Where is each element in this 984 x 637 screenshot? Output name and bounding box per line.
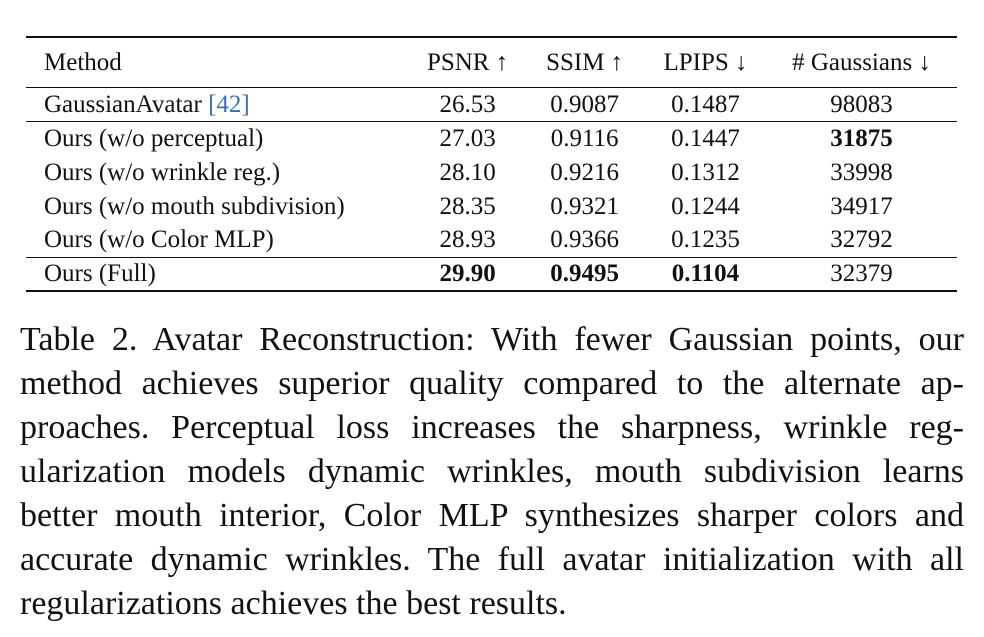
header-gaussians: # Gaussians ↓ — [792, 48, 931, 76]
lpips-cell: 0.1447 — [671, 124, 740, 152]
header-lpips: LPIPS ↓ — [663, 48, 748, 76]
lpips-cell-best: 0.1104 — [671, 260, 740, 288]
psnr-cell: 26.53 — [439, 90, 496, 118]
lpips-cell: 0.1312 — [671, 158, 740, 186]
caption-line: proaches. Perceptual loss increases the … — [20, 409, 964, 446]
method-cell: Ours (w/o mouth subdivision) — [44, 192, 345, 220]
table-row: Ours (w/o mouth subdivision) 28.35 0.932… — [26, 189, 957, 223]
psnr-cell: 28.93 — [439, 226, 496, 254]
psnr-cell: 28.10 — [439, 158, 496, 186]
psnr-cell: 28.35 — [439, 192, 496, 220]
table-row: Ours (w/o perceptual) 27.03 0.9116 0.144… — [26, 121, 957, 155]
ssim-cell-best: 0.9495 — [550, 260, 619, 288]
table-row: GaussianAvatar [42] 26.53 0.9087 0.1487 … — [26, 87, 957, 121]
citation-link[interactable]: [42] — [208, 90, 250, 118]
results-table: Method PSNR ↑ SSIM ↑ LPIPS ↓ # Gaussians… — [26, 36, 957, 292]
caption-line: accurate dynamic wrinkles. The full avat… — [20, 541, 964, 578]
caption-line: ularization models dynamic wrinkles, mou… — [20, 453, 964, 490]
caption-line: Table 2. Avatar Reconstruction: With few… — [20, 321, 964, 358]
caption-line: method achieves superior quality compare… — [20, 365, 964, 402]
gaussians-cell-best: 31875 — [830, 124, 893, 152]
ssim-cell: 0.9321 — [550, 192, 619, 220]
method-name: GaussianAvatar — [44, 90, 209, 118]
header-ssim: SSIM ↑ — [546, 48, 624, 76]
table-caption: Table 2. Avatar Reconstruction: With few… — [20, 318, 964, 626]
method-cell: Ours (w/o wrinkle reg.) — [44, 158, 281, 186]
method-cell: GaussianAvatar [42] — [26, 87, 411, 121]
method-cell: Ours (w/o perceptual) — [44, 124, 264, 152]
ssim-cell: 0.9366 — [550, 226, 619, 254]
table-header-row: Method PSNR ↑ SSIM ↑ LPIPS ↓ # Gaussians… — [26, 37, 957, 87]
gaussians-cell: 32379 — [830, 260, 893, 288]
psnr-cell-best: 29.90 — [439, 260, 496, 288]
method-cell: Ours (Full) — [44, 260, 156, 288]
lpips-cell: 0.1487 — [671, 90, 740, 118]
caption-line: regularizations achieves the best result… — [20, 585, 567, 622]
method-cell: Ours (w/o Color MLP) — [44, 226, 274, 254]
gaussians-cell: 33998 — [830, 158, 893, 186]
table-row: Ours (w/o Color MLP) 28.93 0.9366 0.1235… — [26, 223, 957, 257]
ssim-cell: 0.9087 — [550, 90, 619, 118]
table-row: Ours (w/o wrinkle reg.) 28.10 0.9216 0.1… — [26, 155, 957, 189]
lpips-cell: 0.1244 — [671, 192, 740, 220]
psnr-cell: 27.03 — [439, 124, 496, 152]
caption-line: better mouth interior, Color MLP synthes… — [20, 497, 964, 534]
ssim-cell: 0.9116 — [550, 124, 619, 152]
table-row: Ours (Full) 29.90 0.9495 0.1104 32379 — [26, 257, 957, 291]
ssim-cell: 0.9216 — [550, 158, 619, 186]
results-table-container: Method PSNR ↑ SSIM ↑ LPIPS ↓ # Gaussians… — [26, 36, 957, 292]
gaussians-cell: 32792 — [830, 226, 893, 254]
lpips-cell: 0.1235 — [671, 226, 740, 254]
gaussians-cell: 34917 — [830, 192, 893, 220]
header-psnr: PSNR ↑ — [426, 48, 509, 76]
gaussians-cell: 98083 — [830, 90, 893, 118]
header-method: Method — [44, 48, 122, 76]
